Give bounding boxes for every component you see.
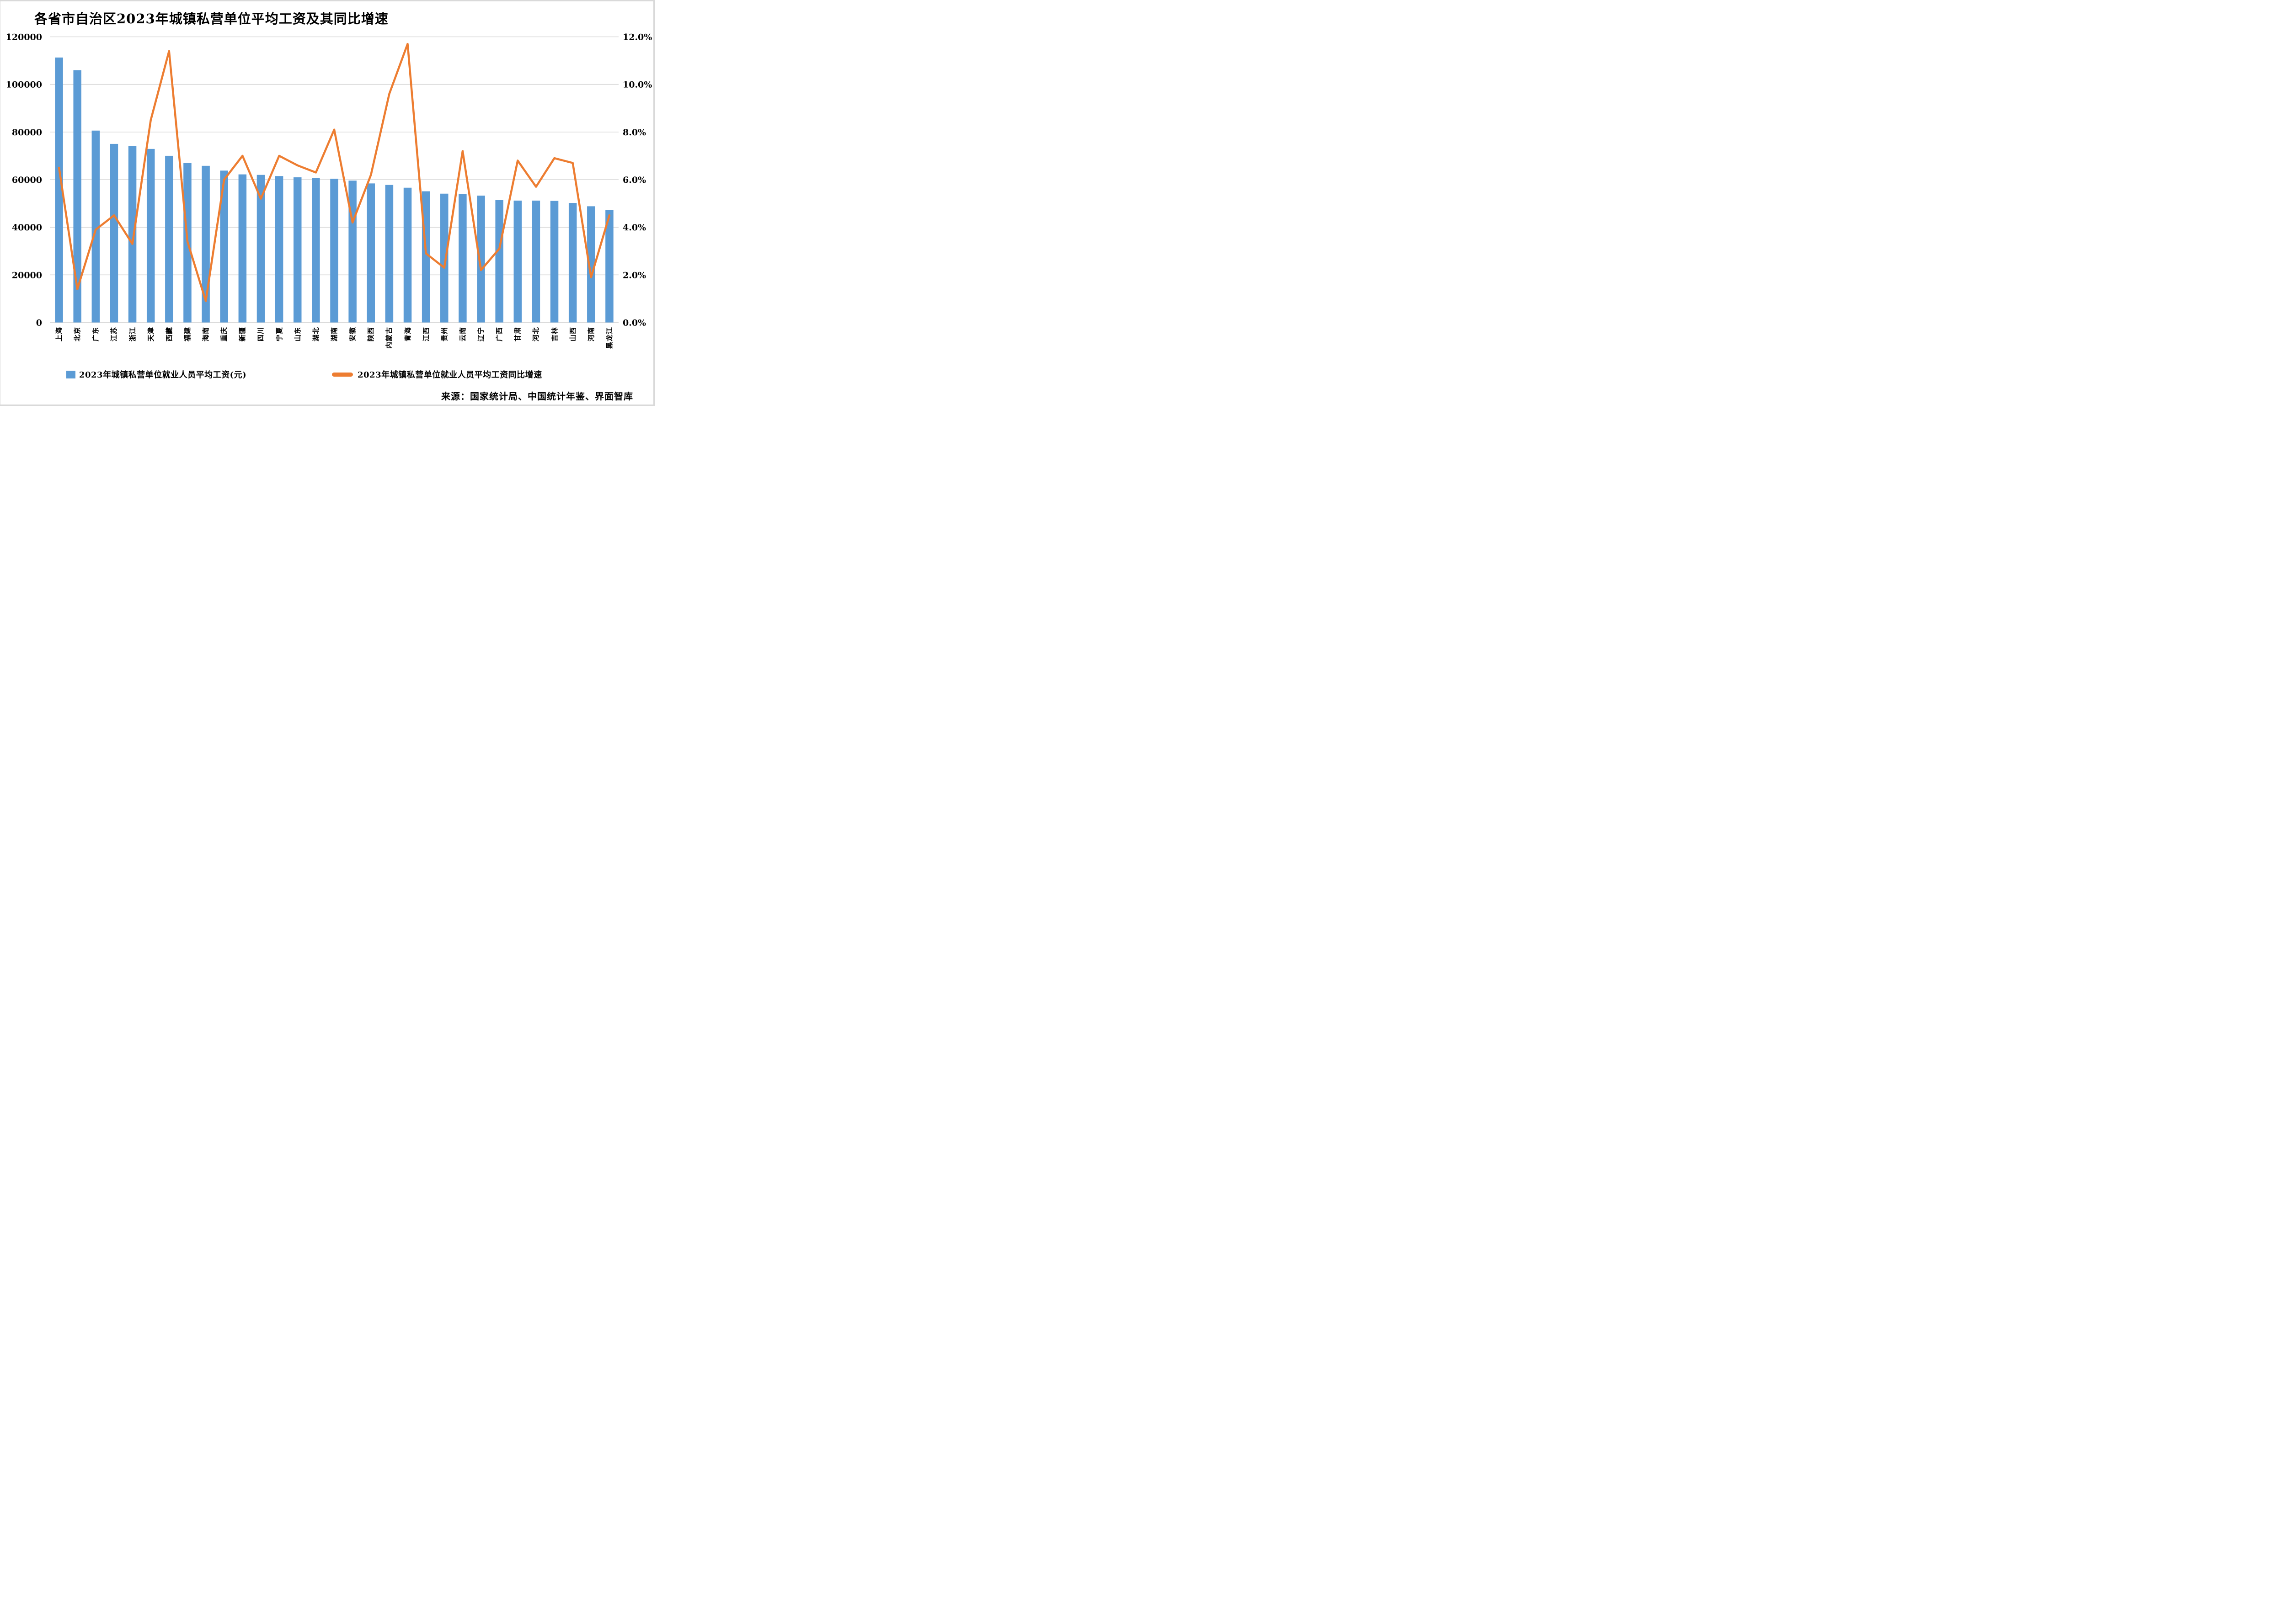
category-label: 青海 — [403, 326, 412, 341]
legend: 2023年城镇私营单位就业人员平均工资(元) 2023年城镇私营单位就业人员平均… — [0, 367, 655, 381]
wage-bars — [55, 57, 614, 323]
category-label: 内蒙古 — [385, 326, 394, 349]
category-label: 河南 — [587, 326, 595, 341]
y-left-tick: 40000 — [12, 223, 42, 233]
wage-bar — [513, 200, 522, 323]
wage-bar — [73, 70, 81, 323]
wage-bar — [532, 200, 540, 323]
wage-bar — [330, 178, 338, 323]
category-label: 福建 — [183, 326, 192, 341]
y-left-tick: 0 — [36, 318, 42, 328]
category-label: 湖南 — [330, 326, 338, 341]
category-label: 山西 — [568, 326, 577, 341]
wage-bar — [220, 170, 228, 323]
wage-bar — [477, 195, 485, 323]
wage-bar — [165, 155, 173, 323]
wage-bar — [110, 144, 118, 323]
wage-bar-swatch-icon — [66, 370, 75, 378]
wage-bar — [403, 187, 412, 323]
wage-bar — [385, 185, 394, 323]
y-right-tick: 4.0% — [623, 223, 646, 233]
category-label: 西藏 — [165, 326, 173, 341]
y-left-tick: 60000 — [12, 175, 42, 185]
category-label: 安徽 — [348, 326, 357, 341]
category-label: 甘肃 — [513, 326, 522, 341]
category-label: 海南 — [202, 326, 210, 341]
y-left-tick: 100000 — [6, 80, 42, 90]
wage-bar — [495, 200, 503, 323]
y-axis-left-ticks: 120000 100000 80000 60000 40000 20000 0 — [6, 32, 42, 328]
category-label: 浙江 — [128, 326, 137, 341]
wage-bar — [568, 203, 577, 323]
wage-bar — [275, 176, 283, 323]
category-label: 北京 — [73, 326, 82, 341]
legend-growth-label: 2023年城镇私营单位就业人员平均工资同比增速 — [358, 370, 542, 380]
y-left-tick: 20000 — [12, 270, 42, 280]
growth-line-group — [58, 43, 611, 302]
y-left-tick: 80000 — [12, 128, 42, 138]
category-label: 上海 — [55, 326, 64, 341]
category-label: 湖北 — [311, 326, 320, 341]
chart-panel — [0, 1, 653, 405]
category-label: 江西 — [422, 326, 430, 341]
category-label: 辽宁 — [477, 326, 486, 341]
wage-bar — [348, 181, 357, 323]
y-right-tick: 10.0% — [623, 80, 652, 90]
y-left-tick: 120000 — [6, 32, 42, 43]
wage-bar — [256, 175, 265, 323]
legend-item-wage: 2023年城镇私营单位就业人员平均工资(元) — [66, 367, 246, 381]
category-label: 云南 — [458, 326, 467, 341]
wage-bar — [312, 178, 320, 323]
category-label: 吉林 — [550, 326, 559, 341]
y-right-tick: 2.0% — [623, 270, 646, 280]
wage-bar — [91, 130, 100, 323]
category-label: 河北 — [532, 326, 540, 341]
wage-bar — [587, 206, 595, 323]
category-label: 宁夏 — [275, 326, 283, 341]
wage-bar — [440, 193, 449, 323]
growth-line — [58, 43, 611, 302]
chart-container: 各省市自治区2023年城镇私营单位平均工资及其同比增速 120000 100000… — [0, 0, 655, 406]
y-right-tick: 12.0% — [623, 32, 652, 43]
category-label: 新疆 — [238, 326, 247, 341]
y-axis-right-ticks: 12.0% 10.0% 8.0% 6.0% 4.0% 2.0% 0.0% — [623, 32, 652, 328]
wage-bar — [55, 57, 63, 323]
category-label: 广西 — [495, 326, 504, 341]
wage-bar — [293, 177, 302, 323]
wage-bar — [550, 201, 559, 323]
wage-bar — [146, 149, 155, 323]
wage-bar — [605, 210, 614, 323]
category-label: 陕西 — [367, 326, 375, 341]
category-label: 贵州 — [440, 326, 449, 341]
wage-bar — [128, 146, 137, 323]
y-right-tick: 6.0% — [623, 175, 646, 185]
category-label: 江苏 — [110, 326, 118, 341]
category-label: 重庆 — [220, 326, 229, 341]
source-note: 来源：国家统计局、中国统计年鉴、界面智库 — [441, 391, 633, 402]
category-label: 四川 — [256, 326, 265, 341]
category-label: 天津 — [146, 326, 155, 341]
legend-wage-label: 2023年城镇私营单位就业人员平均工资(元) — [79, 370, 247, 380]
wage-bar — [367, 183, 375, 323]
legend-item-growth: 2023年城镇私营单位就业人员平均工资同比增速 — [332, 367, 542, 381]
chart-title: 各省市自治区2023年城镇私营单位平均工资及其同比增速 — [34, 11, 389, 27]
growth-line-swatch-icon — [332, 372, 353, 377]
wage-bar — [459, 194, 467, 323]
category-label: 黑龙江 — [605, 326, 614, 349]
y-right-tick: 8.0% — [623, 128, 646, 138]
y-right-tick: 0.0% — [623, 318, 646, 328]
wage-bar — [238, 174, 247, 323]
category-label: 山东 — [293, 326, 302, 341]
category-label: 广东 — [91, 326, 100, 341]
